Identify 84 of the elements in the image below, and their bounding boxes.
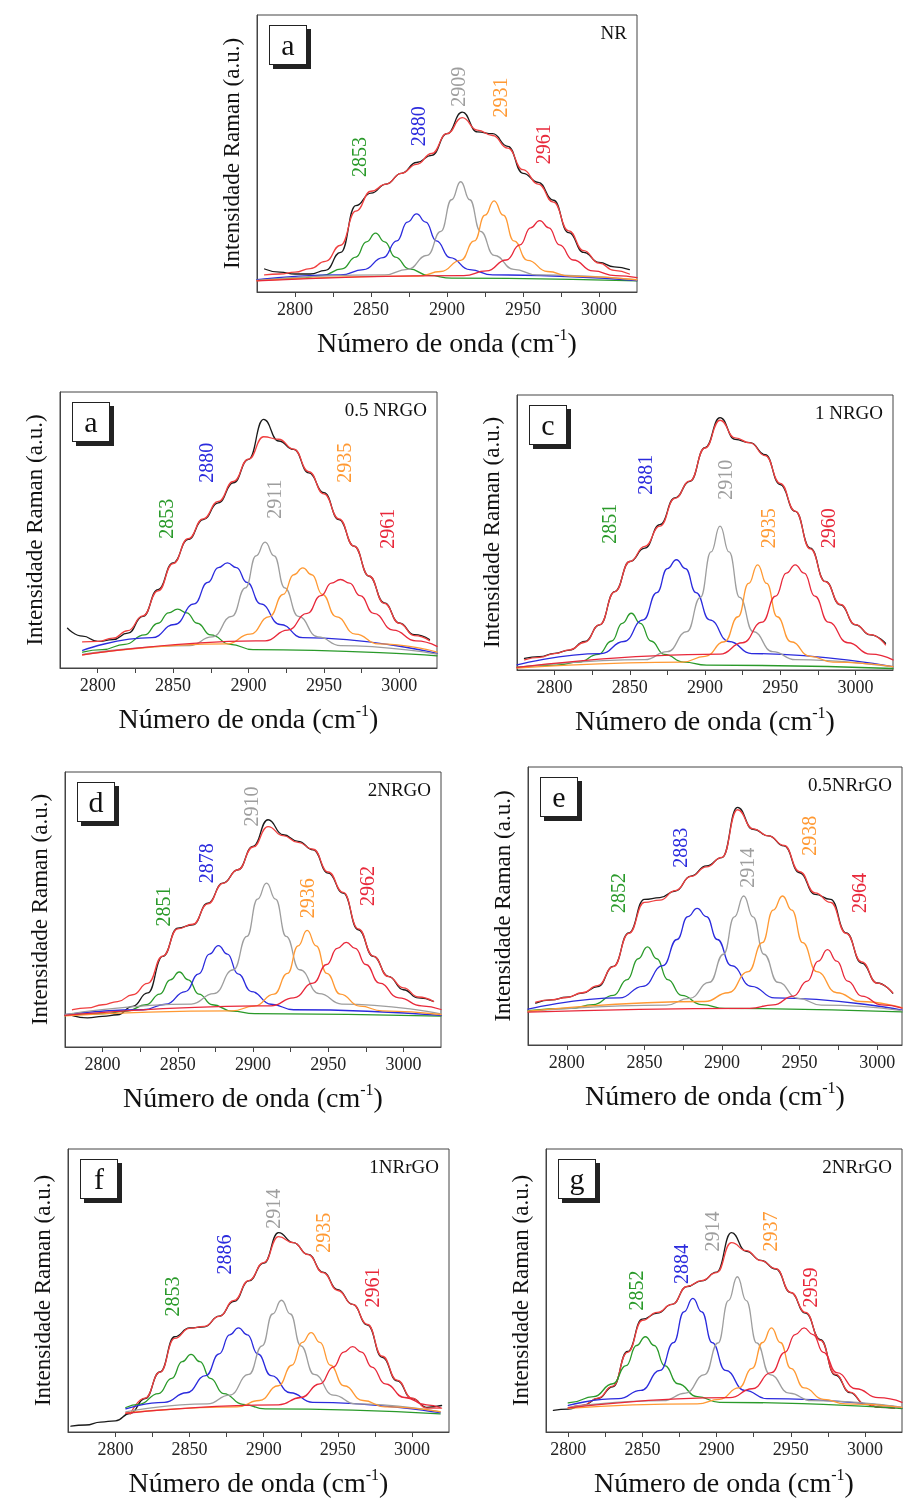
x-tick-label: 2900 <box>698 1439 735 1459</box>
annotation: 2964 <box>847 872 870 913</box>
x-tick-label: 2900 <box>429 299 465 319</box>
y-axis-title: Intensidade Raman (a.u.) <box>22 414 47 646</box>
annotation: 2910 <box>713 459 736 500</box>
x-tick-label: 2800 <box>548 1052 585 1072</box>
annotation: 2961 <box>531 124 554 165</box>
annotation: 2851 <box>597 503 620 544</box>
x-tick-label: 2800 <box>536 677 573 697</box>
annotation: 2914 <box>701 1211 724 1252</box>
annotation: 2914 <box>735 847 758 888</box>
text: 0.5NRrGO <box>808 774 893 795</box>
annotation: 2935 <box>311 1212 334 1253</box>
x-tick-label: 2950 <box>305 675 342 695</box>
x-tick-label: 2850 <box>624 1439 661 1459</box>
annotation: 2880 <box>407 106 430 147</box>
y-axis-title: Intensidade Raman (a.u.) <box>27 793 52 1026</box>
y-axis-title: Intensidade Raman (a.u.) <box>490 790 515 1022</box>
x-tick-label: 3000 <box>581 299 617 319</box>
y-axis-title: Intensidade Raman (a.u.) <box>30 1174 55 1407</box>
annotation: 2852 <box>607 872 630 913</box>
x-tick-label: 2850 <box>626 1052 663 1072</box>
x-tick-label: 3000 <box>837 677 874 697</box>
x-tick-label: 2850 <box>155 675 192 695</box>
annotation: 2880 <box>195 442 218 483</box>
text: 2NRrGO <box>822 1156 893 1177</box>
y-axis-title: Intensidade Raman (a.u.) <box>508 1174 533 1407</box>
y-axis-title: Intensidade Raman (a.u.) <box>479 416 504 649</box>
annotation: 2881 <box>633 454 656 495</box>
x-tick-label: 2950 <box>310 1054 347 1074</box>
x-tick-label: 2900 <box>687 677 723 697</box>
x-tick-label: 2800 <box>97 1439 134 1459</box>
annotation: 2935 <box>757 508 780 549</box>
annotation: 2961 <box>360 1267 383 1308</box>
x-tick-label: 3000 <box>385 1054 422 1074</box>
annotation: 2962 <box>356 866 379 907</box>
x-tick-label: 2950 <box>781 1052 818 1072</box>
x-tick-label: 2900 <box>230 675 267 695</box>
annotation: 2935 <box>332 442 355 483</box>
x-tick-label: 2800 <box>277 299 313 319</box>
x-tick-label: 3000 <box>381 675 418 695</box>
x-tick-label: 2950 <box>762 677 799 697</box>
annotation: 2937 <box>758 1211 781 1252</box>
x-tick-label: 3000 <box>859 1052 896 1072</box>
x-tick-label: 2900 <box>235 1054 271 1074</box>
x-tick-label: 2800 <box>550 1439 587 1459</box>
text: NR <box>600 22 628 43</box>
x-tick-label: 2900 <box>245 1439 282 1459</box>
annotation: 2853 <box>154 498 177 539</box>
x-tick-label: 2800 <box>79 675 116 695</box>
annotation: 2910 <box>240 786 263 827</box>
annotation: 2852 <box>625 1270 648 1311</box>
annotation: 2960 <box>817 508 840 549</box>
x-tick-label: 2800 <box>84 1054 121 1074</box>
annotation: 1 NRGO <box>814 402 884 423</box>
annotation: 2931 <box>489 77 512 118</box>
x-tick-label: 2850 <box>159 1054 196 1074</box>
x-tick-label: 3000 <box>846 1439 883 1459</box>
annotation: 2883 <box>669 827 692 868</box>
annotation: 2938 <box>797 815 820 856</box>
x-tick-label: 2850 <box>353 299 389 319</box>
annotation: 2961 <box>376 508 399 549</box>
x-tick-label: 2850 <box>611 677 648 697</box>
annotation: 2936 <box>296 878 319 919</box>
text: 2909 <box>446 66 469 107</box>
annotation: 2853 <box>347 136 370 177</box>
x-tick-label: 2950 <box>319 1439 356 1459</box>
x-tick-label: 2850 <box>171 1439 208 1459</box>
x-tick-label: 2950 <box>505 299 541 319</box>
annotation: 2886 <box>212 1234 235 1275</box>
text: 2NRGO <box>367 779 432 800</box>
y-axis-title: Intensidade Raman (a.u.) <box>219 37 244 270</box>
annotation: 2851 <box>151 886 174 927</box>
annotation: 2853 <box>160 1276 183 1317</box>
text: 1NRrGO <box>369 1156 440 1177</box>
x-tick-label: 2950 <box>772 1439 809 1459</box>
annotation: 2911 <box>263 479 286 519</box>
annotation: 2959 <box>799 1267 822 1308</box>
x-tick-label: 3000 <box>393 1439 430 1459</box>
text: 2914 <box>261 1188 284 1229</box>
x-tick-label: 2900 <box>703 1052 740 1072</box>
annotation: 0.5 NRGO <box>344 399 428 420</box>
annotation: 2884 <box>669 1243 692 1284</box>
annotation: 2878 <box>195 843 218 884</box>
